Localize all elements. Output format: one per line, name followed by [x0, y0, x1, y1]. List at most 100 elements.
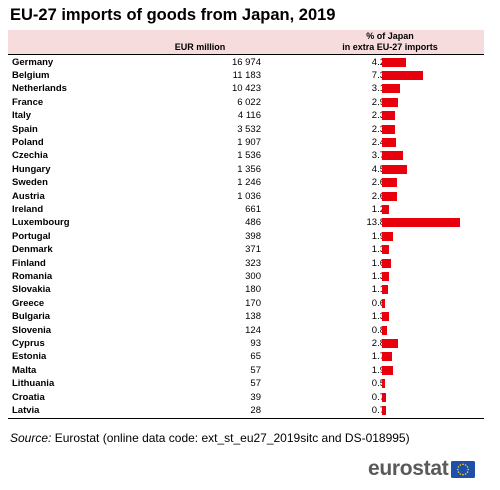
table-row: Slovenia 124 0.8	[8, 324, 484, 337]
pct-value: 1.2	[371, 203, 385, 215]
flag-star	[467, 470, 469, 473]
eur-value: 398	[245, 230, 261, 242]
eur-value: 180	[245, 284, 261, 296]
pct-bar	[382, 151, 403, 161]
pct-bar	[382, 70, 424, 80]
pct-bar	[382, 124, 395, 134]
flag-star	[460, 472, 462, 475]
eur-value: 16 974	[231, 56, 261, 68]
pct-value: 4.2	[371, 56, 385, 68]
eur-value: 57	[250, 364, 261, 376]
eur-value: 1 356	[237, 163, 261, 175]
eur-value: 170	[245, 297, 261, 309]
pct-value: 0.7	[371, 404, 385, 416]
source-label: Source:	[10, 431, 52, 445]
pct-bar	[382, 285, 389, 295]
pct-value: 1.1	[371, 284, 385, 296]
pct-bar	[382, 97, 399, 107]
flag-star	[462, 473, 465, 475]
bottom-rule	[8, 418, 484, 419]
pct-value: 13.8	[366, 217, 386, 229]
pct-value: 1.3	[371, 244, 385, 256]
pct-bar	[382, 178, 397, 188]
chart-title: EU-27 imports of goods from Japan, 2019	[10, 6, 336, 24]
flag-star	[460, 463, 462, 466]
pct-bar	[382, 231, 393, 241]
eur-value: 65	[250, 351, 261, 363]
pct-header-line-1: % of Japan	[366, 31, 414, 41]
country-label: Croatia	[12, 391, 45, 403]
country-label: Italy	[12, 110, 32, 122]
country-label: Finland	[12, 257, 46, 269]
table-row: Spain 3 532 2.3	[8, 123, 484, 136]
country-label: Cyprus	[12, 337, 45, 349]
table-row: Malta 57 1.9	[8, 364, 484, 377]
table-row: Latvia 28 0.7	[8, 404, 484, 417]
eur-value: 371	[245, 244, 261, 256]
country-label: Lithuania	[12, 378, 55, 390]
table-row: Estonia 65 1.7	[8, 350, 484, 363]
pct-value: 2.4	[371, 136, 385, 148]
pct-bar	[382, 392, 386, 402]
table-row: Netherlands 10 423 3.1	[8, 82, 484, 95]
pct-value: 0.5	[371, 378, 385, 390]
pct-bar	[382, 84, 400, 94]
table-header-band	[8, 30, 484, 54]
country-label: Belgium	[12, 69, 50, 81]
flag-star	[467, 468, 470, 470]
table-row: Greece 170 0.6	[8, 297, 484, 310]
pct-value: 3.7	[371, 150, 385, 162]
country-label: Netherlands	[12, 83, 67, 95]
pct-bar	[382, 204, 389, 214]
pct-bar	[382, 338, 398, 348]
country-label: Sweden	[12, 177, 48, 189]
flag-star	[467, 465, 469, 468]
pct-value: 2.9	[371, 96, 385, 108]
table-row: Bulgaria 138 1.3	[8, 310, 484, 323]
country-label: Germany	[12, 56, 54, 68]
pct-column-header: % of Japan in extra EU-27 imports	[300, 31, 480, 53]
pct-bar	[382, 218, 460, 228]
table-row: Czechia 1 536 3.7	[8, 149, 484, 162]
pct-value: 2.3	[371, 123, 385, 135]
country-label: Estonia	[12, 351, 47, 363]
pct-bar	[382, 245, 390, 255]
eur-value: 28	[250, 404, 261, 416]
table-row: Romania 300 1.3	[8, 270, 484, 283]
pct-value: 0.6	[371, 297, 385, 309]
country-label: France	[12, 96, 44, 108]
eur-value: 1 536	[237, 150, 261, 162]
pct-value: 2.6	[371, 177, 385, 189]
eur-value: 300	[245, 270, 261, 282]
pct-header-line-2: in extra EU-27 imports	[342, 42, 438, 52]
eur-value: 661	[245, 203, 261, 215]
pct-value: 7.3	[371, 69, 385, 81]
source-note: Source: Eurostat (online data code: ext_…	[10, 431, 410, 445]
flag-star	[458, 465, 460, 468]
pct-bar	[382, 57, 406, 67]
pct-bar	[382, 312, 390, 322]
pct-value: 0.8	[371, 324, 385, 336]
flag-star	[457, 468, 460, 470]
eur-value: 10 423	[231, 83, 261, 95]
pct-value: 2.8	[371, 337, 385, 349]
table-row: Poland 1 907 2.4	[8, 136, 484, 149]
eur-value: 39	[250, 391, 261, 403]
country-label: Czechia	[12, 150, 48, 162]
pct-value: 1.7	[371, 351, 385, 363]
country-label: Bulgaria	[12, 311, 51, 323]
pct-value: 4.5	[371, 163, 385, 175]
table-row: Austria 1 036 2.6	[8, 190, 484, 203]
pct-bar	[382, 191, 397, 201]
pct-value: 3.1	[371, 83, 385, 95]
table-row: France 6 022 2.9	[8, 96, 484, 109]
eur-value: 3 532	[237, 123, 261, 135]
pct-value: 1.6	[371, 257, 385, 269]
pct-value: 1.3	[371, 311, 385, 323]
table-row: Slovakia 180 1.1	[8, 283, 484, 296]
pct-bar	[382, 164, 408, 174]
table-row: Hungary 1 356 4.5	[8, 163, 484, 176]
table-row: Ireland 661 1.2	[8, 203, 484, 216]
table-row: Belgium 11 183 7.3	[8, 69, 484, 82]
country-label: Denmark	[12, 244, 53, 256]
